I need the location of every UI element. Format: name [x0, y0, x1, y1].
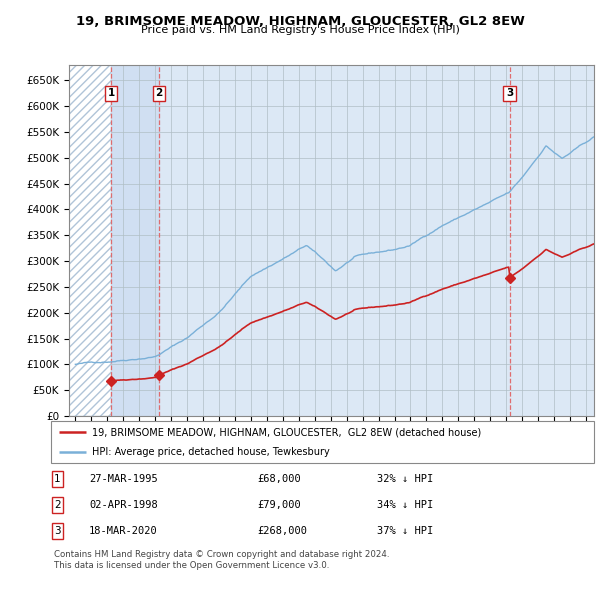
Text: 02-APR-1998: 02-APR-1998 — [89, 500, 158, 510]
Text: Contains HM Land Registry data © Crown copyright and database right 2024.: Contains HM Land Registry data © Crown c… — [54, 550, 389, 559]
Text: Price paid vs. HM Land Registry's House Price Index (HPI): Price paid vs. HM Land Registry's House … — [140, 25, 460, 35]
Text: £68,000: £68,000 — [257, 474, 301, 484]
Text: 2: 2 — [155, 88, 163, 99]
Text: 3: 3 — [506, 88, 513, 99]
Text: £268,000: £268,000 — [257, 526, 307, 536]
Text: 1: 1 — [54, 474, 61, 484]
Text: £79,000: £79,000 — [257, 500, 301, 510]
Text: 19, BRIMSOME MEADOW, HIGHNAM, GLOUCESTER, GL2 8EW: 19, BRIMSOME MEADOW, HIGHNAM, GLOUCESTER… — [76, 15, 524, 28]
Text: 37% ↓ HPI: 37% ↓ HPI — [377, 526, 433, 536]
Text: 27-MAR-1995: 27-MAR-1995 — [89, 474, 158, 484]
Text: 34% ↓ HPI: 34% ↓ HPI — [377, 500, 433, 510]
Text: 2: 2 — [54, 500, 61, 510]
Bar — [111, 65, 159, 416]
Text: HPI: Average price, detached house, Tewkesbury: HPI: Average price, detached house, Tewk… — [92, 447, 329, 457]
Text: 1: 1 — [107, 88, 115, 99]
Text: 32% ↓ HPI: 32% ↓ HPI — [377, 474, 433, 484]
Text: 19, BRIMSOME MEADOW, HIGHNAM, GLOUCESTER,  GL2 8EW (detached house): 19, BRIMSOME MEADOW, HIGHNAM, GLOUCESTER… — [92, 427, 481, 437]
Text: 18-MAR-2020: 18-MAR-2020 — [89, 526, 158, 536]
Text: This data is licensed under the Open Government Licence v3.0.: This data is licensed under the Open Gov… — [54, 560, 329, 569]
FancyBboxPatch shape — [51, 421, 594, 463]
Text: 3: 3 — [54, 526, 61, 536]
